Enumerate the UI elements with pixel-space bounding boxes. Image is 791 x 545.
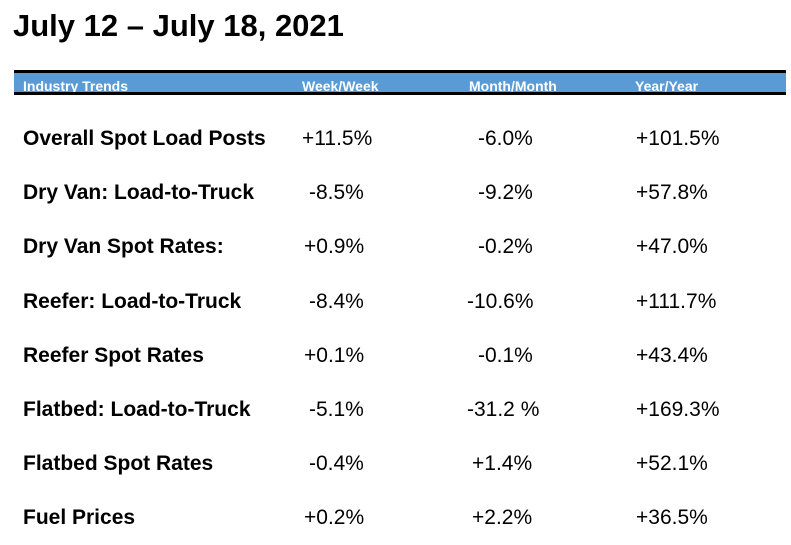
row-label: Fuel Prices [23, 506, 136, 529]
row-month-value: -6.0% [478, 127, 533, 150]
table-row: Flatbed Spot Rates -0.4% +1.4% +52.1% [0, 449, 791, 479]
row-label: Flatbed Spot Rates [23, 452, 214, 475]
table-row: Dry Van: Load-to-Truck -8.5% -9.2% +57.8… [0, 178, 791, 208]
row-year-value: +52.1% [636, 452, 708, 475]
row-month-value: -31.2 % [467, 398, 540, 421]
row-label: Dry Van: Load-to-Truck [23, 181, 255, 204]
row-week-value: -0.4% [309, 452, 364, 475]
row-week-value: -5.1% [309, 398, 364, 421]
row-label: Flatbed: Load-to-Truck [23, 398, 251, 421]
table-row: Overall Spot Load Posts +11.5% -6.0% +10… [0, 124, 791, 154]
table-header: Industry Trends Week/Week Month/Month Ye… [14, 70, 786, 97]
row-month-value: -0.2% [478, 235, 533, 258]
row-year-value: +111.7% [636, 290, 717, 313]
header-year-year: Year/Year [635, 78, 699, 94]
row-week-value: +0.1% [304, 344, 365, 367]
header-fill: Industry Trends Week/Week Month/Month Ye… [14, 73, 786, 94]
row-label: Reefer Spot Rates [23, 344, 204, 367]
row-month-value: -0.1% [478, 344, 533, 367]
table-row: Fuel Prices +0.2% +2.2% +36.5% [0, 503, 791, 533]
header-week-week: Week/Week [302, 78, 379, 94]
row-month-value: +2.2% [472, 506, 533, 529]
row-year-value: +43.4% [636, 344, 708, 367]
header-industry-trends: Industry Trends [23, 78, 129, 94]
header-top-rule [14, 70, 786, 73]
row-week-value: +0.2% [304, 506, 365, 529]
table-row: Reefer Spot Rates +0.1% -0.1% +43.4% [0, 341, 791, 371]
row-month-value: -10.6% [467, 290, 534, 313]
row-year-value: +169.3% [636, 398, 720, 421]
row-label: Reefer: Load-to-Truck [23, 290, 242, 313]
table-row: Flatbed: Load-to-Truck -5.1% -31.2 % +16… [0, 395, 791, 425]
row-month-value: -9.2% [478, 181, 533, 204]
row-week-value: -8.5% [309, 181, 364, 204]
row-year-value: +57.8% [636, 181, 708, 204]
row-label: Dry Van Spot Rates: [23, 235, 224, 258]
table-row: Dry Van Spot Rates: +0.9% -0.2% +47.0% [0, 232, 791, 262]
row-year-value: +36.5% [636, 506, 708, 529]
row-year-value: +47.0% [636, 235, 708, 258]
row-week-value: +11.5% [302, 127, 373, 150]
row-week-value: +0.9% [304, 235, 365, 258]
row-label: Overall Spot Load Posts [23, 127, 266, 150]
row-week-value: -8.4% [309, 290, 364, 313]
header-bottom-rule [14, 92, 786, 95]
page-title: July 12 – July 18, 2021 [13, 8, 344, 43]
header-month-month: Month/Month [469, 78, 557, 94]
row-month-value: +1.4% [472, 452, 533, 475]
table-row: Reefer: Load-to-Truck -8.4% -10.6% +111.… [0, 287, 791, 317]
row-year-value: +101.5% [636, 127, 720, 150]
